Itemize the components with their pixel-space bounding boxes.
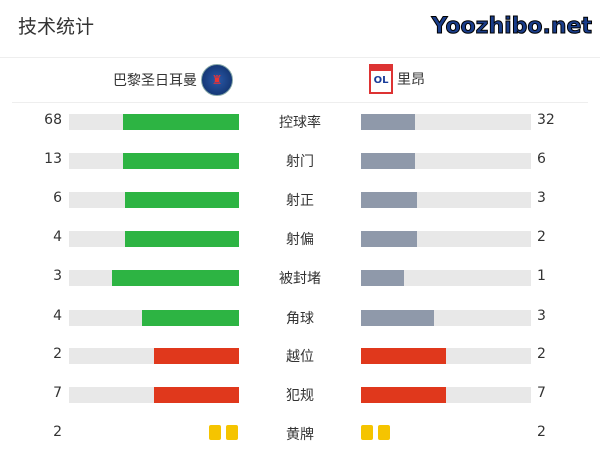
away-value: 6	[537, 151, 546, 167]
home-value: 13	[44, 151, 62, 167]
away-value: 2	[537, 424, 546, 440]
away-value: 3	[537, 190, 546, 206]
divider	[0, 57, 600, 58]
home-bar-fill	[111, 270, 239, 286]
stat-label: 被封堵	[279, 271, 321, 287]
psg-logo-icon: ♜	[201, 64, 233, 96]
home-cards	[209, 425, 238, 440]
away-bar-fill	[361, 270, 404, 286]
away-value: 2	[537, 346, 546, 362]
away-value: 1	[537, 268, 546, 284]
away-value: 3	[537, 308, 546, 324]
home-value: 2	[53, 346, 62, 362]
divider	[12, 102, 588, 103]
yellow-card-icon	[361, 425, 373, 440]
home-bar-track	[69, 192, 239, 208]
away-bar-track	[361, 153, 531, 169]
stat-row: 2 黄牌 2	[0, 424, 600, 443]
home-team-name: 巴黎圣日耳曼	[113, 73, 197, 89]
stat-label: 射正	[286, 193, 314, 209]
stat-row: 7 犯规 7	[0, 385, 600, 404]
home-value: 7	[53, 385, 62, 401]
yellow-card-icon	[209, 425, 221, 440]
away-bar-fill	[361, 114, 416, 130]
stat-label: 越位	[286, 349, 314, 365]
away-bar-fill	[361, 231, 418, 247]
home-value: 3	[53, 268, 62, 284]
away-bar-fill	[361, 153, 416, 169]
lyon-logo-icon: OL	[369, 64, 393, 94]
home-value: 6	[53, 190, 62, 206]
away-team: OL 里昂	[369, 64, 425, 94]
yellow-card-icon	[378, 425, 390, 440]
home-bar-fill	[142, 310, 239, 326]
stat-label: 犯规	[286, 388, 314, 404]
watermark: Yoozhibo.net	[431, 14, 592, 40]
home-bar-fill	[123, 114, 239, 130]
page-title: 技术统计	[18, 16, 95, 38]
away-value: 7	[537, 385, 546, 401]
stat-label: 射偏	[286, 232, 314, 248]
home-bar-track	[69, 231, 239, 247]
home-bar-track	[69, 270, 239, 286]
away-bar-fill	[361, 192, 418, 208]
away-bar-fill	[361, 348, 446, 364]
away-bar-fill	[361, 310, 435, 326]
stat-row: 4 射偏 2	[0, 229, 600, 248]
home-bar-fill	[154, 348, 239, 364]
away-value: 32	[537, 112, 555, 128]
home-value: 4	[53, 308, 62, 324]
home-bar-fill	[123, 153, 239, 169]
home-bar-track	[69, 114, 239, 130]
home-bar-fill	[154, 387, 239, 403]
away-bar-track	[361, 192, 531, 208]
stat-label: 黄牌	[286, 427, 314, 443]
home-team: 巴黎圣日耳曼 ♜	[113, 64, 233, 96]
home-bar-track	[69, 153, 239, 169]
away-team-name: 里昂	[397, 72, 425, 88]
home-bar-fill	[125, 192, 239, 208]
home-bar-fill	[125, 231, 239, 247]
stat-row: 3 被封堵 1	[0, 268, 600, 287]
stat-row: 13 射门 6	[0, 151, 600, 170]
home-value: 4	[53, 229, 62, 245]
away-bar-track	[361, 348, 531, 364]
away-bar-track	[361, 231, 531, 247]
stat-row: 6 射正 3	[0, 190, 600, 209]
home-bar-track	[69, 310, 239, 326]
yellow-card-icon	[226, 425, 238, 440]
stat-label: 控球率	[279, 115, 321, 131]
home-value: 2	[53, 424, 62, 440]
home-bar-track	[69, 348, 239, 364]
away-cards	[361, 425, 390, 440]
stat-row: 68 控球率 32	[0, 112, 600, 131]
stat-label: 射门	[286, 154, 314, 170]
stat-row: 4 角球 3	[0, 308, 600, 327]
stat-row: 2 越位 2	[0, 346, 600, 365]
away-value: 2	[537, 229, 546, 245]
stat-label: 角球	[286, 311, 314, 327]
away-bar-track	[361, 270, 531, 286]
away-bar-fill	[361, 387, 446, 403]
home-value: 68	[44, 112, 62, 128]
away-bar-track	[361, 114, 531, 130]
away-bar-track	[361, 310, 531, 326]
home-bar-track	[69, 387, 239, 403]
away-bar-track	[361, 387, 531, 403]
